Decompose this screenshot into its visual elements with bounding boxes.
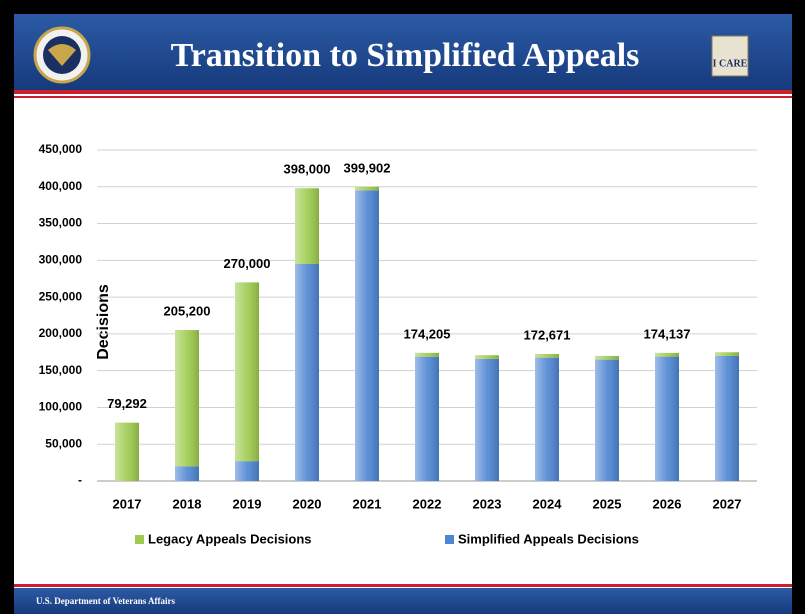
bar-shade (475, 355, 499, 359)
legend-label: Legacy Appeals Decisions (148, 531, 312, 546)
total-label: 398,000 (284, 162, 331, 177)
y-tick-label: 150,000 (39, 363, 83, 377)
header-band (14, 14, 792, 90)
total-label: 79,292 (107, 396, 147, 411)
total-label: 174,205 (404, 326, 451, 341)
footer-stripe (14, 584, 792, 587)
seal-eagle (48, 44, 76, 66)
y-tick-label: 450,000 (39, 142, 83, 156)
bar-shade (175, 466, 199, 481)
bar-shade (415, 352, 439, 357)
legend-label: Simplified Appeals Decisions (458, 531, 639, 546)
badge (711, 35, 749, 77)
title: Transition to Simplified Appeals (171, 37, 640, 74)
bar-shade (295, 188, 319, 265)
y-axis-label: Decisions (95, 284, 112, 360)
x-tick-label: 2022 (413, 496, 442, 511)
bar-shade (115, 422, 139, 481)
footer-text: U.S. Department of Veterans Affairs (36, 596, 175, 606)
footer-band (14, 588, 792, 614)
bar-shade (415, 356, 439, 481)
bar-shade (715, 352, 739, 356)
y-tick-label: 400,000 (39, 179, 83, 193)
y-tick-label: 200,000 (39, 326, 83, 340)
bar-shade (295, 264, 319, 481)
bar-shade (235, 282, 259, 462)
x-tick-label: 2020 (293, 496, 322, 511)
bar-shade (355, 186, 379, 191)
bar-shade (595, 359, 619, 481)
total-label: 399,902 (344, 160, 391, 175)
bar-shade (475, 358, 499, 481)
bar-shade (715, 355, 739, 481)
total-label: 205,200 (164, 304, 211, 319)
x-tick-label: 2019 (233, 496, 262, 511)
total-label: 172,671 (524, 327, 571, 342)
bar-shade (595, 355, 619, 360)
bar-shade (655, 352, 679, 357)
legend-swatch (445, 535, 454, 544)
y-tick-label: 50,000 (45, 436, 82, 450)
x-tick-label: 2018 (173, 496, 202, 511)
bar-shade (655, 356, 679, 481)
x-tick-label: 2024 (533, 496, 563, 511)
header-stripe (14, 96, 792, 98)
y-tick-label: 300,000 (39, 253, 83, 267)
bar-shade (355, 190, 379, 481)
bar-shade (535, 353, 559, 358)
bar-shade (175, 330, 199, 467)
legend-swatch (135, 535, 144, 544)
x-tick-label: 2023 (473, 496, 502, 511)
y-tick-label: - (78, 473, 82, 487)
slide-bg (14, 14, 792, 614)
x-tick-label: 2025 (593, 496, 622, 511)
x-tick-label: 2021 (353, 496, 382, 511)
y-tick-label: 350,000 (39, 216, 83, 230)
x-tick-label: 2027 (713, 496, 742, 511)
y-tick-label: 100,000 (39, 400, 83, 414)
badge-text: I CARE (713, 58, 748, 69)
bar-shade (535, 357, 559, 481)
x-tick-label: 2026 (653, 496, 682, 511)
total-label: 270,000 (224, 256, 271, 271)
header-stripe (14, 90, 792, 94)
total-label: 174,137 (644, 326, 691, 341)
bar-shade (235, 461, 259, 481)
y-tick-label: 250,000 (39, 289, 83, 303)
x-tick-label: 2017 (113, 496, 142, 511)
